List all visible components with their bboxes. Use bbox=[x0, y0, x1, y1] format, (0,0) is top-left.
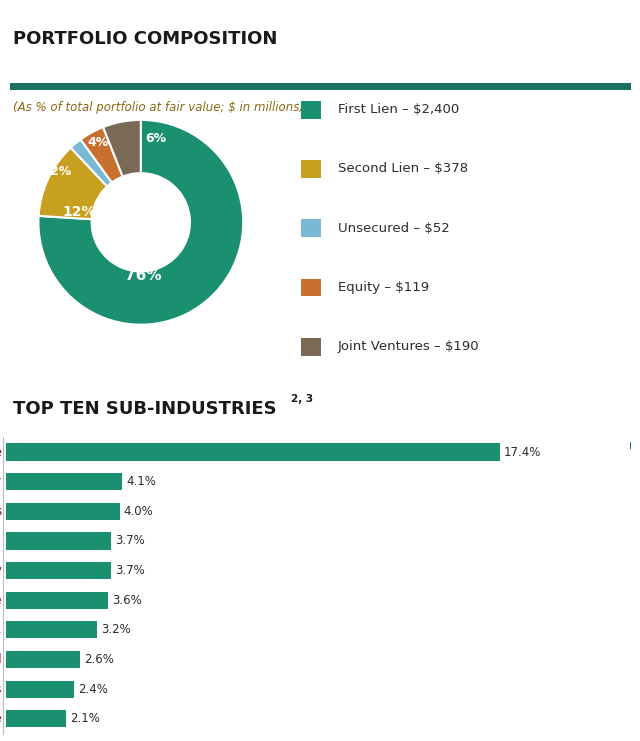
Text: Data Processing & Outsourced Services: Data Processing & Outsourced Services bbox=[0, 505, 2, 518]
FancyBboxPatch shape bbox=[301, 160, 321, 178]
Text: 76%: 76% bbox=[125, 268, 161, 283]
Bar bbox=[6, 651, 80, 668]
Text: Biotechnology: Biotechnology bbox=[0, 475, 2, 488]
Text: 2.4%: 2.4% bbox=[79, 682, 108, 696]
Text: 17.4%: 17.4% bbox=[504, 445, 541, 459]
Wedge shape bbox=[70, 139, 112, 187]
Text: Second Lien – $378: Second Lien – $378 bbox=[338, 162, 468, 176]
Bar bbox=[6, 532, 111, 550]
FancyBboxPatch shape bbox=[301, 279, 321, 296]
Text: Application Software: Application Software bbox=[0, 445, 2, 459]
Bar bbox=[6, 621, 97, 639]
FancyBboxPatch shape bbox=[301, 338, 321, 356]
Wedge shape bbox=[38, 120, 243, 325]
Text: 3.7%: 3.7% bbox=[115, 534, 145, 548]
Bar bbox=[6, 473, 122, 491]
Text: Joint Ventures – $190: Joint Ventures – $190 bbox=[338, 340, 479, 353]
Bar bbox=[6, 680, 74, 698]
Wedge shape bbox=[103, 120, 141, 176]
Text: 3.2%: 3.2% bbox=[101, 623, 131, 637]
Text: 4.0%: 4.0% bbox=[124, 505, 154, 518]
Text: Industrial Machinery & Sup. & Cmpnts.: Industrial Machinery & Sup. & Cmpnts. bbox=[0, 623, 2, 637]
Text: Specialized Finance: Specialized Finance bbox=[0, 712, 2, 725]
Text: 3.7%: 3.7% bbox=[115, 564, 145, 577]
Text: 4%: 4% bbox=[87, 136, 108, 149]
Text: Broadline Retail: Broadline Retail bbox=[0, 653, 2, 666]
Text: Unsecured – $52: Unsecured – $52 bbox=[338, 222, 449, 235]
Text: 2.6%: 2.6% bbox=[84, 653, 114, 666]
Text: PORTFOLIO COMPOSITION: PORTFOLIO COMPOSITION bbox=[13, 30, 277, 48]
Text: Real Estate Operating Companies: Real Estate Operating Companies bbox=[0, 682, 2, 696]
Text: First Lien – $2,400: First Lien – $2,400 bbox=[338, 103, 459, 116]
Text: Equity – $119: Equity – $119 bbox=[338, 281, 429, 294]
Text: Health Care Technology: Health Care Technology bbox=[0, 564, 2, 577]
Wedge shape bbox=[81, 127, 123, 182]
Bar bbox=[6, 502, 120, 520]
Bar bbox=[6, 591, 108, 609]
Text: 4.1%: 4.1% bbox=[127, 475, 157, 488]
Text: (As % of total portfolio at fair value; $ in millions): (As % of total portfolio at fair value; … bbox=[13, 101, 304, 114]
Text: Pharmaceuticals: Pharmaceuticals bbox=[0, 534, 2, 548]
Text: 3.6%: 3.6% bbox=[113, 594, 142, 607]
Text: 2.1%: 2.1% bbox=[70, 712, 100, 725]
Bar bbox=[6, 562, 111, 579]
Bar bbox=[6, 710, 66, 728]
Text: 6%: 6% bbox=[145, 132, 167, 144]
Text: (As % of total portfolio at fair value): (As % of total portfolio at fair value) bbox=[13, 459, 225, 473]
Text: 2%: 2% bbox=[51, 165, 72, 178]
Wedge shape bbox=[38, 147, 107, 219]
Bar bbox=[6, 443, 500, 461]
Text: TOP TEN SUB-INDUSTRIES: TOP TEN SUB-INDUSTRIES bbox=[13, 399, 276, 418]
FancyBboxPatch shape bbox=[301, 219, 321, 237]
Text: 12%: 12% bbox=[63, 205, 96, 219]
Text: Aerospace & Defense: Aerospace & Defense bbox=[0, 594, 2, 607]
FancyBboxPatch shape bbox=[301, 101, 321, 119]
Text: 2, 3: 2, 3 bbox=[291, 394, 314, 405]
